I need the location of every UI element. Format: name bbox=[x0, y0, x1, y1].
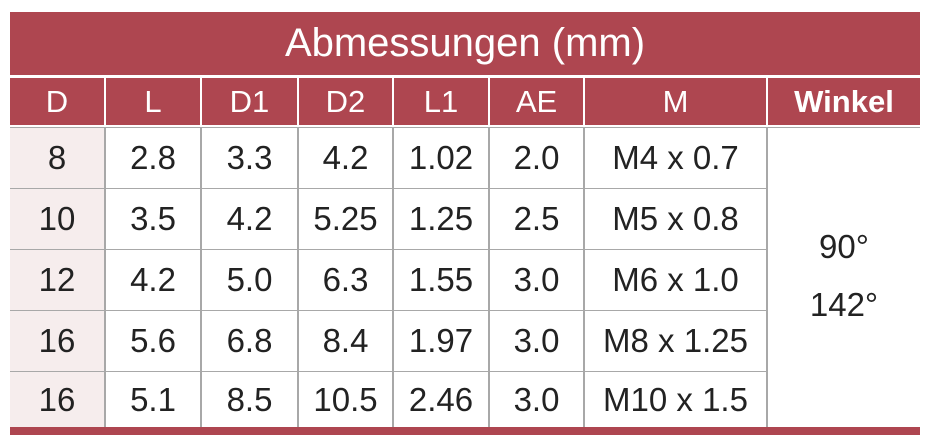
table-cell: 1.25 bbox=[394, 189, 488, 249]
table-cell: 1.97 bbox=[394, 311, 488, 371]
table-cell: 8.4 bbox=[299, 311, 392, 371]
header-cell: AE bbox=[490, 78, 583, 125]
table-cell: 3.3 bbox=[202, 128, 297, 188]
table-cell: 8.5 bbox=[202, 372, 297, 427]
table-cell: 10 bbox=[10, 189, 104, 249]
table-cell: 1.55 bbox=[394, 250, 488, 310]
winkel-value: 142° bbox=[809, 285, 879, 323]
table-cell: 3.0 bbox=[490, 311, 583, 371]
table-cell: 3.0 bbox=[490, 372, 583, 427]
header-cell: L bbox=[106, 78, 200, 125]
table-cell: 2.46 bbox=[394, 372, 488, 427]
winkel-value: 90° bbox=[819, 227, 869, 265]
header-cell: Winkel bbox=[768, 78, 920, 125]
table-cell: 5.0 bbox=[202, 250, 297, 310]
header-cell: D bbox=[10, 78, 104, 125]
table-title: Abmessungen (mm) bbox=[10, 12, 920, 75]
table-cell: 4.2 bbox=[106, 250, 200, 310]
table-cell: M6 x 1.0 bbox=[585, 250, 766, 310]
table-cell: 6.3 bbox=[299, 250, 392, 310]
table-cell: 3.0 bbox=[490, 250, 583, 310]
winkel-cell: 90° 142° bbox=[768, 128, 920, 427]
table-cell: 1.02 bbox=[394, 128, 488, 188]
table-cell: 5.6 bbox=[106, 311, 200, 371]
header-cell: D2 bbox=[299, 78, 392, 125]
header-cell: D1 bbox=[202, 78, 297, 125]
table-cell: M4 x 0.7 bbox=[585, 128, 766, 188]
header-cell: L1 bbox=[394, 78, 488, 125]
table-cell: 12 bbox=[10, 250, 104, 310]
table-cell: M8 x 1.25 bbox=[585, 311, 766, 371]
bottom-bar bbox=[10, 427, 920, 435]
table-cell: 4.2 bbox=[299, 128, 392, 188]
table-cell: 16 bbox=[10, 311, 104, 371]
table-cell: 3.5 bbox=[106, 189, 200, 249]
table-cell: M5 x 0.8 bbox=[585, 189, 766, 249]
header-cell: M bbox=[585, 78, 766, 125]
table-cell: 2.5 bbox=[490, 189, 583, 249]
table-cell: 6.8 bbox=[202, 311, 297, 371]
table-cell: 8 bbox=[10, 128, 104, 188]
table-cell: 4.2 bbox=[202, 189, 297, 249]
table-cell: 16 bbox=[10, 372, 104, 427]
table-cell: M10 x 1.5 bbox=[585, 372, 766, 427]
table-cell: 2.8 bbox=[106, 128, 200, 188]
table-cell: 2.0 bbox=[490, 128, 583, 188]
table-cell: 5.1 bbox=[106, 372, 200, 427]
table-cell: 10.5 bbox=[299, 372, 392, 427]
table-cell: 5.25 bbox=[299, 189, 392, 249]
